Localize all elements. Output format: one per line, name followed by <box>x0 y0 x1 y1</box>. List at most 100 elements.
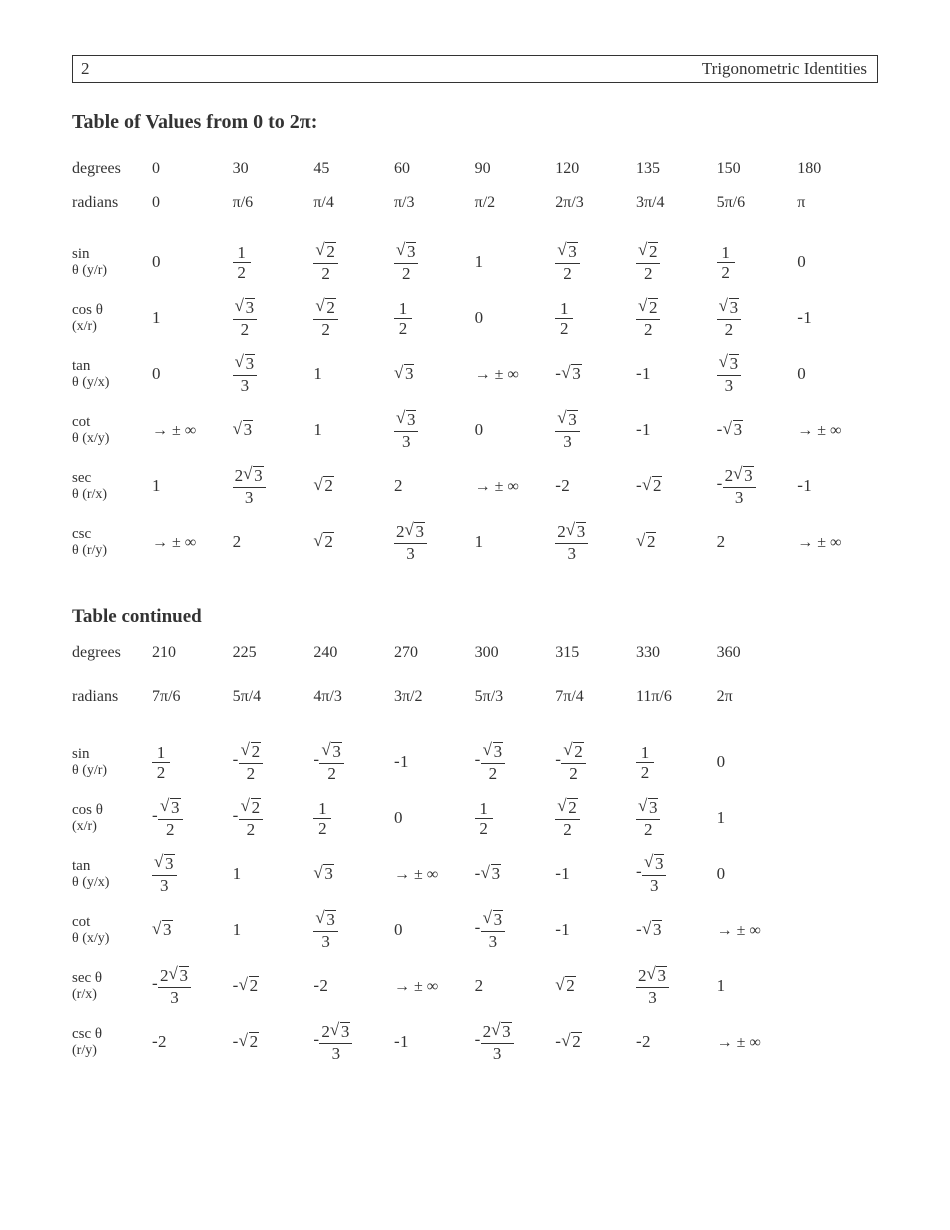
tan-row-2-cell: 3 <box>313 846 394 902</box>
cos-row-cell: 0 <box>475 290 556 346</box>
cos-row-label: cos θ(x/r) <box>72 290 152 346</box>
sec-row-cell: 2 <box>313 458 394 514</box>
csc-row-cell: 233 <box>555 514 636 570</box>
cot-row: cotθ (x/y)→ ± ∞313303313→ ± ∞ <box>72 402 878 458</box>
radians-row-cell: π/2 <box>475 186 556 220</box>
tan-row-cell: → ± ∞ <box>475 346 556 402</box>
radians-row-2-cell: 7π/4 <box>555 680 636 714</box>
radians-row-2-cell: 11π/6 <box>636 680 717 714</box>
cot-row-cell: 3 <box>233 402 314 458</box>
cot-row-2-cell: → ± ∞ <box>717 902 798 958</box>
sec-row-2-cell: 2 <box>475 958 556 1014</box>
radians-row-2-cell <box>797 680 878 714</box>
cos-row-2-cell <box>797 790 878 846</box>
csc-row-cell: 2 <box>233 514 314 570</box>
cos-row-2-cell: 22 <box>555 790 636 846</box>
radians-row-2-cell: 5π/4 <box>233 680 314 714</box>
sec-row: secθ (r/x)123322→ ± ∞222331 <box>72 458 878 514</box>
sin-row-cell: 22 <box>313 234 394 290</box>
cot-row-2-cell: 3 <box>636 902 717 958</box>
trig-table-part2: degrees210225240270300315330360radians7π… <box>72 636 878 1070</box>
radians-row-cell: π <box>797 186 878 220</box>
radians-row-2: radians7π/65π/44π/33π/25π/37π/411π/62π <box>72 680 878 714</box>
degrees-row-cell: 120 <box>555 152 636 186</box>
cot-row-cell: 33 <box>555 402 636 458</box>
csc-row-2-cell: 233 <box>475 1014 556 1070</box>
cot-row-2-cell: 33 <box>475 902 556 958</box>
degrees-row-2-cell: 330 <box>636 636 717 670</box>
radians-row-cell: π/4 <box>313 186 394 220</box>
sec-row-cell: → ± ∞ <box>475 458 556 514</box>
sin-row-2-cell: 12 <box>636 734 717 790</box>
degrees-row-2-cell: 270 <box>394 636 475 670</box>
cos-row-cell: 12 <box>394 290 475 346</box>
sin-row-cell: 32 <box>555 234 636 290</box>
sec-row-2-label: sec θ(r/x) <box>72 958 152 1014</box>
degrees-row-2-cell: 225 <box>233 636 314 670</box>
cos-row-2-label: cos θ(x/r) <box>72 790 152 846</box>
cot-row-2: cotθ (x/y)313303313→ ± ∞ <box>72 902 878 958</box>
sin-row-cell: 32 <box>394 234 475 290</box>
cot-row-cell: → ± ∞ <box>797 402 878 458</box>
degrees-row-2-cell: 360 <box>717 636 798 670</box>
cot-row-cell: 33 <box>394 402 475 458</box>
tan-row-cell: 0 <box>797 346 878 402</box>
cot-row-cell: 3 <box>717 402 798 458</box>
sin-row-2-cell: 12 <box>152 734 233 790</box>
sin-row-cell: 0 <box>152 234 233 290</box>
cot-row-2-cell <box>797 902 878 958</box>
sec-row-cell: 233 <box>717 458 798 514</box>
csc-row-2: csc θ(r/y)22233123322→ ± ∞ <box>72 1014 878 1070</box>
csc-row-cell: 1 <box>475 514 556 570</box>
sec-row-cell: 2 <box>636 458 717 514</box>
sec-row-2-cell: 2 <box>555 958 636 1014</box>
sin-row-2-cell: 22 <box>555 734 636 790</box>
degrees-row-cell: 45 <box>313 152 394 186</box>
chapter-title: Trigonometric Identities <box>702 59 867 79</box>
sin-row-cell: 12 <box>717 234 798 290</box>
cos-row-cell: 32 <box>233 290 314 346</box>
cos-row-cell: 22 <box>636 290 717 346</box>
sec-row-cell: 2 <box>555 458 636 514</box>
degrees-row-cell: 180 <box>797 152 878 186</box>
tan-row: tanθ (y/x)03313→ ± ∞31330 <box>72 346 878 402</box>
cot-row-2-cell: 33 <box>313 902 394 958</box>
csc-row-cell: 2 <box>313 514 394 570</box>
tan-row-2-cell: 3 <box>475 846 556 902</box>
sec-row-2-cell: 233 <box>152 958 233 1014</box>
radians-row-cell: 0 <box>152 186 233 220</box>
radians-row: radians0π/6π/4π/3π/22π/33π/45π/6π <box>72 186 878 220</box>
sin-row-2-cell: 22 <box>233 734 314 790</box>
degrees-row-cell: 30 <box>233 152 314 186</box>
cos-row-2-cell: 0 <box>394 790 475 846</box>
sec-row-2: sec θ(r/x)23322→ ± ∞222331 <box>72 958 878 1014</box>
sin-row-label: sinθ (y/r) <box>72 234 152 290</box>
sec-row-2-cell: 233 <box>636 958 717 1014</box>
radians-row-2-cell: 2π <box>717 680 798 714</box>
csc-row-2-cell: 2 <box>152 1014 233 1070</box>
degrees-row-cell: 60 <box>394 152 475 186</box>
sin-row-2-cell <box>797 734 878 790</box>
degrees-row-cell: 150 <box>717 152 798 186</box>
table-continued-label: Table continued <box>72 606 878 628</box>
sin-row-2: sinθ (y/r)12223213222120 <box>72 734 878 790</box>
tan-row-cell: 33 <box>717 346 798 402</box>
degrees-row: degrees030456090120135150180 <box>72 152 878 186</box>
tan-row-label: tanθ (y/x) <box>72 346 152 402</box>
csc-row-cell: 2 <box>717 514 798 570</box>
radians-row-2-cell: 5π/3 <box>475 680 556 714</box>
degrees-row-cell: 90 <box>475 152 556 186</box>
cos-row-cell: 32 <box>717 290 798 346</box>
cot-row-cell: 0 <box>475 402 556 458</box>
sin-row-2-cell: 0 <box>717 734 798 790</box>
csc-row-2-cell: 1 <box>394 1014 475 1070</box>
csc-row-2-label: csc θ(r/y) <box>72 1014 152 1070</box>
cos-row-cell: 1 <box>797 290 878 346</box>
degrees-row-2-cell: 315 <box>555 636 636 670</box>
cos-row-cell: 22 <box>313 290 394 346</box>
tan-row-cell: 1 <box>313 346 394 402</box>
sec-row-cell: 1 <box>152 458 233 514</box>
sin-row-2-cell: 32 <box>475 734 556 790</box>
cot-row-label: cotθ (x/y) <box>72 402 152 458</box>
sec-row-cell: 2 <box>394 458 475 514</box>
